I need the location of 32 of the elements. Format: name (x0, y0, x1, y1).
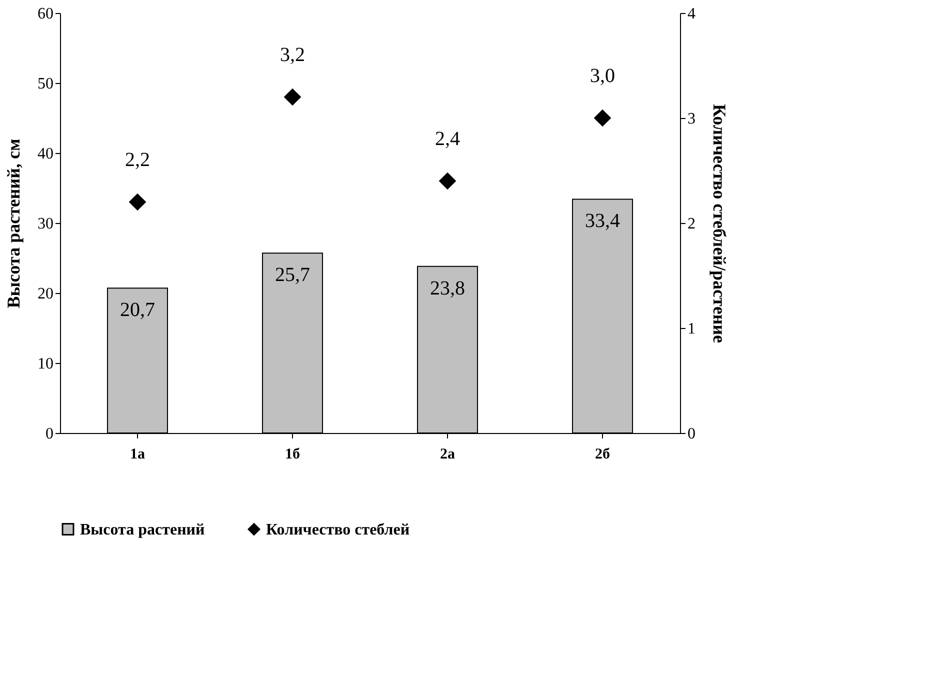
x-tick-label: 2а (440, 446, 456, 462)
point (594, 109, 612, 127)
y2-tick-label: 3 (688, 110, 696, 128)
x-tick-label: 2б (595, 446, 610, 462)
y2-axis-title: Количество стеблей/растение (710, 104, 730, 344)
legend-label: Количество стеблей (266, 521, 410, 538)
point (284, 88, 302, 106)
data-label: 2,4 (435, 128, 460, 150)
data-label: 33,4 (585, 210, 620, 232)
data-label: 3,2 (280, 44, 305, 66)
data-label: 23,8 (430, 277, 465, 300)
point (438, 172, 456, 190)
y2-tick-label: 0 (688, 426, 696, 442)
data-label: 2,2 (125, 149, 150, 171)
legend-label: Высота растений (80, 521, 205, 538)
y-tick-label: 40 (38, 146, 54, 162)
y-tick-label: 0 (46, 426, 54, 442)
y2-tick-label: 4 (688, 6, 696, 22)
y-tick-label: 10 (38, 356, 54, 372)
x-tick-label: 1а (130, 446, 146, 462)
data-label: 3,0 (590, 65, 615, 87)
data-label: 20,7 (120, 299, 155, 322)
y-tick-label: 30 (38, 216, 54, 232)
y-axis-title: Высота растений, см (4, 138, 24, 308)
y-tick-label: 60 (38, 6, 54, 22)
data-label: 25,7 (275, 264, 310, 286)
y2-tick-label: 1 (688, 320, 696, 338)
y2-tick-label: 2 (688, 216, 696, 232)
y-tick-label: 50 (38, 76, 54, 92)
x-tick-label: 1б (285, 446, 300, 462)
y-tick-label: 20 (38, 286, 54, 302)
point (128, 193, 146, 211)
